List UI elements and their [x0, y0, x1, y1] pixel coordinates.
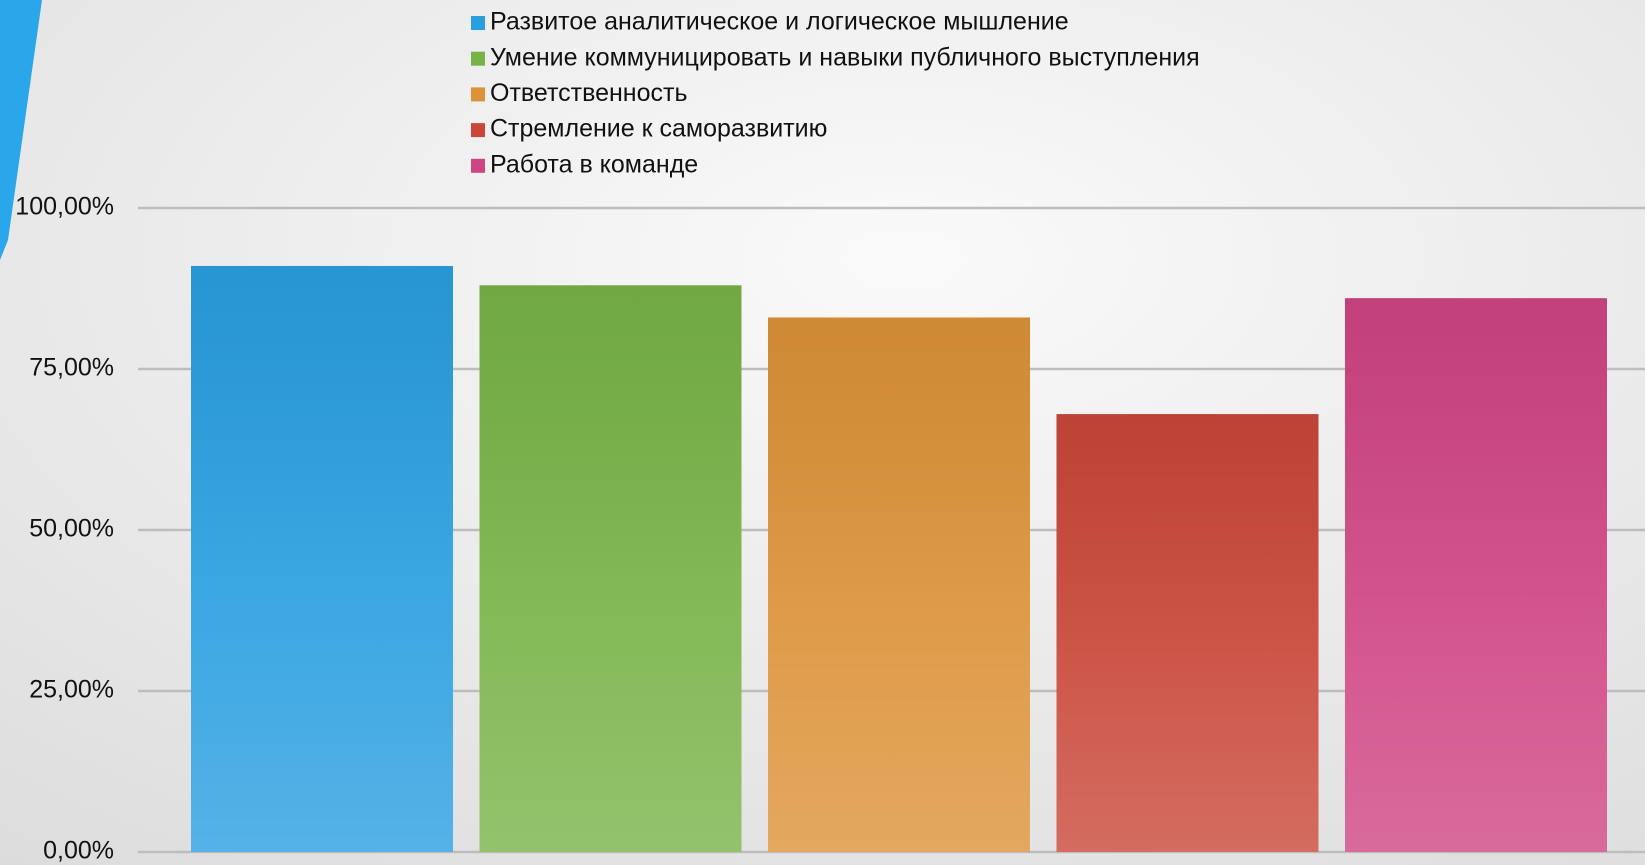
legend-label: Стремление к саморазвитию: [490, 115, 827, 143]
y-tick-label: 50,00%: [29, 515, 114, 543]
legend-swatch: [471, 87, 485, 102]
bar: [479, 285, 742, 852]
bar: [1056, 414, 1319, 852]
legend-swatch: [471, 158, 485, 173]
y-tick-label: 0,00%: [43, 837, 114, 865]
legend-label: Развитое аналитическое и логическое мышл…: [490, 8, 1069, 36]
y-tick-label: 25,00%: [29, 676, 114, 704]
bar: [1345, 298, 1607, 852]
legend-label: Ответственность: [490, 79, 688, 107]
bar: [191, 265, 453, 853]
accent-stripe: [0, 0, 42, 260]
legend-label: Работа в команде: [490, 150, 698, 178]
y-tick-label: 75,00%: [29, 354, 114, 382]
legend-swatch: [471, 123, 485, 138]
y-tick-label: 100,00%: [15, 193, 114, 221]
bar: [768, 317, 1030, 853]
legend-swatch: [471, 16, 485, 30]
legend-swatch: [471, 51, 485, 66]
legend-label: Умение коммуницировать и навыки публично…: [490, 43, 1200, 71]
